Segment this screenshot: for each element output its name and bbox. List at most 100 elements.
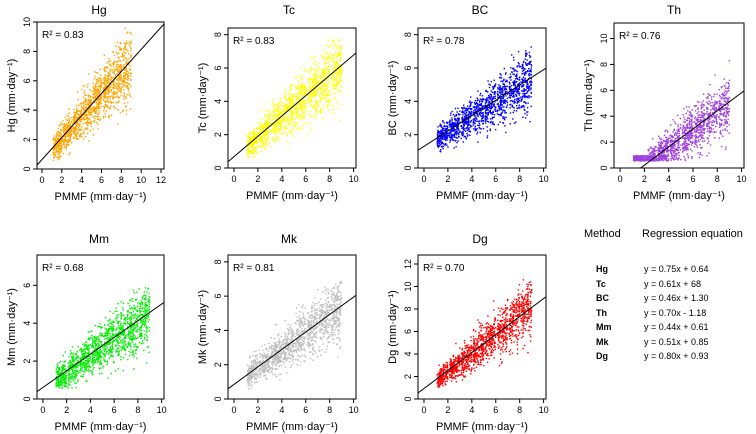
data-point [94,86,97,89]
data-point [76,135,78,138]
data-point [437,146,439,148]
data-point [437,132,440,134]
data-point [708,130,710,132]
data-point [338,82,340,84]
data-point [263,122,266,124]
data-point [457,125,459,128]
data-point [490,107,492,109]
data-point [451,117,453,119]
data-point [329,57,331,59]
data-point [96,105,98,107]
data-point [69,152,71,154]
data-point [307,122,310,125]
data-point [500,88,502,90]
data-point [276,109,279,112]
data-point [453,115,456,118]
data-point [55,137,57,140]
data-point [328,94,331,96]
data-point [334,51,337,54]
data-point [687,148,689,151]
data-point [476,103,479,105]
data-point [299,102,301,104]
data-point [476,104,478,107]
data-point [479,124,481,126]
data-point [53,152,55,154]
data-point [328,66,330,68]
data-point [468,128,470,131]
data-point [67,130,70,132]
data-point [489,109,491,112]
data-point [296,104,298,106]
data-point [295,112,297,114]
data-point [90,99,92,101]
data-point [494,110,497,112]
data-point [292,111,294,113]
data-point [265,130,268,132]
data-point [76,120,78,122]
data-point [441,132,443,134]
data-point [336,66,339,69]
data-point [97,77,100,79]
data-point [99,118,102,120]
data-point [84,112,86,114]
data-point [500,101,502,103]
data-point [516,107,518,109]
data-point [265,148,267,150]
data-point [520,105,523,108]
data-point [503,100,506,102]
data-point [450,134,452,136]
data-point [464,120,466,122]
data-point [673,134,676,136]
data-point [264,130,266,133]
data-point [255,150,257,153]
data-point [117,52,120,54]
data-point [474,115,476,117]
data-point [128,63,130,66]
data-point [474,106,477,108]
data-point [451,110,453,113]
data-point [304,106,306,108]
data-point [266,133,268,136]
data-point [264,144,267,146]
data-point [62,130,64,132]
data-point [473,113,475,115]
data-point [64,116,66,119]
data-point [250,142,253,144]
data-point [699,120,702,122]
data-point [684,140,686,143]
data-point [297,109,299,111]
data-point [331,78,333,80]
data-point [516,101,519,103]
data-point [330,76,333,78]
data-point [313,80,315,83]
data-point [701,129,703,131]
data-point [300,89,302,92]
data-point [510,67,512,69]
data-point [291,113,294,115]
data-point [301,81,303,83]
data-point [307,72,310,74]
data-point [55,135,57,138]
data-point [455,139,457,142]
data-point [510,79,512,81]
data-point [75,126,77,129]
data-point [114,68,116,70]
data-point [652,154,654,157]
data-point [461,132,463,134]
data-point [661,157,663,159]
data-point [479,98,482,100]
data-point [700,107,703,109]
data-point [328,91,330,93]
data-point [333,88,335,91]
data-point [518,76,521,79]
data-point [331,77,333,79]
data-point [467,120,469,123]
data-point [445,133,447,135]
data-point [457,140,459,142]
data-point [528,63,531,65]
data-point [53,156,55,159]
data-point [496,103,498,105]
data-point [267,120,269,123]
data-point [96,95,98,97]
data-point [97,105,99,107]
